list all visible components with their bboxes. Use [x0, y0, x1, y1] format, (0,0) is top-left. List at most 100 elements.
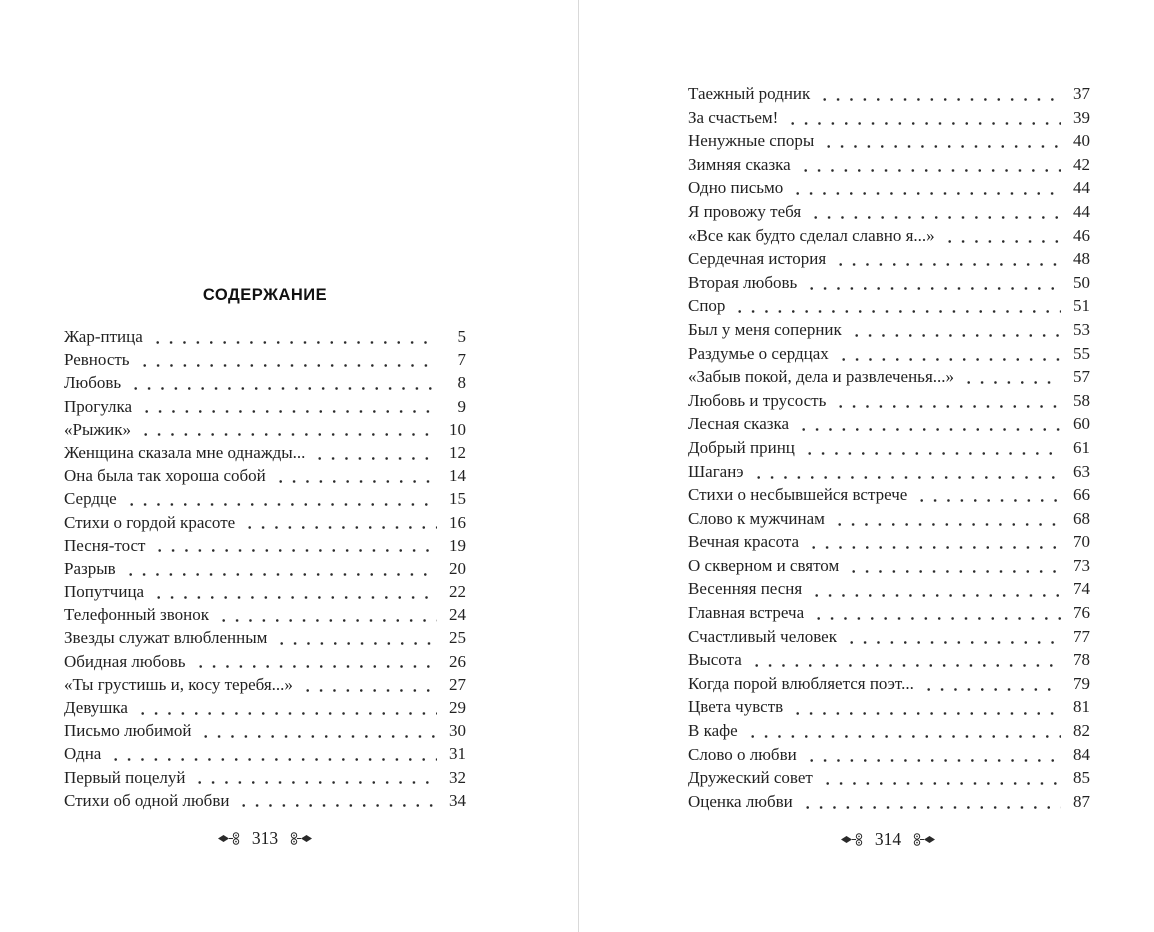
dot-leader [812, 617, 1061, 621]
dot-leader [942, 239, 1061, 243]
toc-entry: За счастьем! 39 [688, 106, 1090, 130]
toc-entry-title: Стихи об одной любви [64, 790, 230, 810]
toc-entry-title: Лесная сказка [688, 414, 789, 434]
dot-leader [237, 804, 437, 808]
toc-entry-title: Весенняя песня [688, 579, 803, 599]
toc-entry: «Забыв покой, дела и развлеченья...» 57 [688, 365, 1090, 389]
toc-entry-title: Вечная красота [688, 532, 800, 552]
toc-entry-page: 66 [1073, 485, 1090, 505]
dot-leader [805, 286, 1061, 290]
toc-entry-title: Был у меня соперник [688, 319, 842, 339]
toc-entry: Вечная красота 70 [688, 530, 1090, 554]
toc-entry-title: Она была так хороша собой [64, 466, 266, 486]
toc-entry-title: В кафе [688, 721, 738, 741]
toc-entry-page: 42 [1073, 154, 1090, 174]
toc-entry: Спор 51 [688, 294, 1090, 318]
toc-entry-page: 68 [1073, 508, 1090, 528]
toc-entry-page: 58 [1073, 390, 1090, 410]
toc-entry: Одно письмо 44 [688, 176, 1090, 200]
toc-entry-title: Цвета чувств [688, 697, 784, 717]
toc-entry-page: 24 [449, 605, 466, 625]
toc-entry-title: «Ты грустишь и, косу теребя...» [64, 674, 293, 694]
toc-entry: Женщина сказала мне однажды... 12 [64, 441, 466, 464]
toc-entry-page: 73 [1073, 555, 1090, 575]
toc-entry-title: Слово к мужчинам [688, 508, 825, 528]
toc-entry: Звезды служат влюбленным 25 [64, 626, 466, 649]
toc-entry-title: Сердце [64, 489, 117, 509]
toc-entry-page: 16 [449, 512, 466, 532]
toc-entry-page: 8 [457, 373, 467, 393]
toc-entry-page: 81 [1073, 697, 1090, 717]
toc-entry: Жар-птица 5 [64, 325, 466, 348]
toc-entry: «Ты грустишь и, косу теребя...» 27 [64, 673, 466, 696]
toc-entry: В кафе 82 [688, 719, 1090, 743]
toc-entry-title: «Забыв покой, дела и развлеченья...» [688, 367, 955, 387]
dot-leader [152, 595, 437, 599]
toc-entry-page: 78 [1073, 650, 1090, 670]
dot-leader [802, 452, 1061, 455]
dot-leader [800, 805, 1061, 809]
toc-entry-title: Спор [688, 296, 726, 316]
toc-entry: Девушка 29 [64, 696, 466, 719]
toc-entry-page: 10 [449, 419, 466, 439]
toc-entry-page: 5 [457, 327, 467, 346]
dot-leader [273, 479, 437, 483]
toc-entry-title: Раздумье о сердцах [688, 343, 829, 363]
toc-entry: Письмо любимой 30 [64, 719, 466, 742]
dot-leader [791, 192, 1061, 196]
toc-entry-page: 40 [1073, 131, 1090, 151]
toc-entry-page: 76 [1073, 603, 1090, 623]
dot-leader [786, 121, 1061, 125]
dot-leader [807, 546, 1061, 550]
toc-entry: «Все как будто сделал славно я...» 46 [688, 224, 1090, 248]
dot-leader [193, 781, 437, 785]
dot-leader [243, 526, 437, 530]
toc-entry: О скверном и святом 73 [688, 554, 1090, 578]
toc-entry: Зимняя сказка 42 [688, 153, 1090, 177]
toc-entry-page: 30 [449, 721, 466, 741]
dot-leader [751, 475, 1061, 479]
toc-entry: Первый поцелуй 32 [64, 766, 466, 789]
toc-entry-page: 34 [449, 790, 466, 810]
toc-entry-title: «Все как будто сделал славно я...» [688, 225, 935, 245]
toc-entry-title: Одно письмо [688, 178, 784, 198]
toc-heading: СОДЕРЖАНИЕ [202, 286, 328, 304]
toc-entry-page: 82 [1073, 721, 1090, 741]
toc-entry-page: 44 [1073, 178, 1090, 198]
dot-leader [810, 593, 1061, 597]
page-number: 314 [874, 829, 902, 849]
toc-entry-page: 79 [1073, 673, 1090, 693]
toc-entry: Таежный родник 37 [688, 82, 1090, 106]
toc-entry-page: 57 [1073, 367, 1090, 387]
dot-leader [733, 310, 1061, 314]
toc-entry: Весенняя песня 74 [688, 577, 1090, 601]
toc-entry: Дружеский совет 85 [688, 766, 1090, 790]
dot-leader [836, 357, 1061, 361]
toc-entry-title: Телефонный звонок [64, 605, 209, 625]
toc-entry: Слово к мужчинам 68 [688, 507, 1090, 531]
fleuron-icon [290, 832, 313, 845]
toc-entry-page: 31 [449, 744, 466, 764]
toc-entry: Лесная сказка 60 [688, 412, 1090, 436]
toc-entry-title: Любовь и трусость [688, 390, 827, 410]
toc-entry-title: Я провожу тебя [688, 201, 802, 221]
toc-entry: Стихи о несбывшейся встрече 66 [688, 483, 1090, 507]
toc-entry-title: Первый поцелуй [64, 767, 186, 787]
dot-leader [140, 410, 437, 414]
toc-entry-page: 48 [1073, 249, 1090, 269]
toc-entry: Она была так хороша собой 14 [64, 464, 466, 487]
fleuron-icon [217, 832, 240, 845]
toc-entry-title: Сердечная история [688, 249, 827, 269]
toc-entry-page: 44 [1073, 201, 1090, 221]
dot-leader [962, 381, 1061, 385]
toc-entry-page: 15 [449, 489, 466, 509]
toc-entry-page: 7 [457, 350, 467, 370]
toc-entry-page: 74 [1073, 579, 1090, 599]
dot-leader [834, 263, 1061, 267]
dot-leader [137, 363, 437, 367]
toc-entry: Телефонный звонок 24 [64, 603, 466, 626]
toc-list-left: Жар-птица 5 Ревность 7 Любовь 8 Прогулка 9 «Рыжи… [64, 325, 466, 812]
toc-entry-page: 25 [449, 628, 466, 648]
toc-entry: Главная встреча 76 [688, 601, 1090, 625]
toc-entry-title: Разрыв [64, 558, 116, 578]
